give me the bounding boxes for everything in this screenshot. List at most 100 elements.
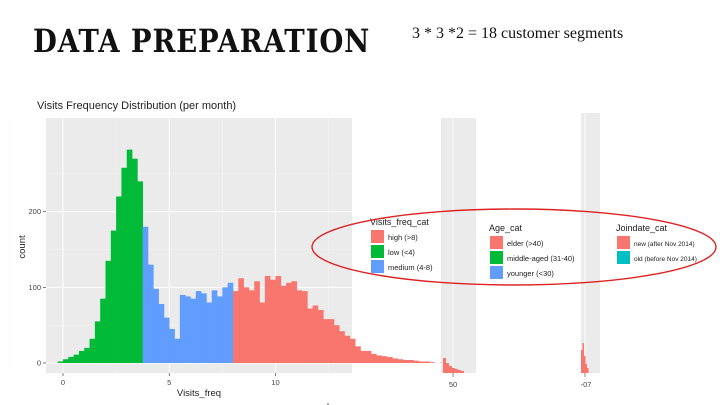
histogram-bar (148, 264, 154, 363)
legend-visits-freq: Visits_freq_cat high (>8) low (<4) mediu… (370, 217, 433, 273)
legend-title: Age_cat (489, 223, 523, 233)
histogram-bar (376, 355, 383, 363)
strip-tick-1: 50 (449, 380, 457, 389)
legend-key-low (371, 245, 384, 258)
strip-bar (446, 363, 449, 373)
strip-panel-2 (581, 113, 600, 373)
histogram-chart: Visits Frequency Distribution (per month… (9, 100, 457, 399)
histogram-bar (195, 291, 202, 363)
strip-bar (458, 370, 461, 373)
strip-bar (584, 356, 586, 373)
strip-plot-2: -07 (581, 113, 600, 389)
histogram-bar (408, 359, 414, 363)
histogram-bar (68, 356, 74, 363)
histogram-bar (206, 302, 213, 363)
histogram-bar (333, 325, 340, 363)
histogram-bar (339, 331, 345, 363)
histogram-bar (132, 158, 138, 363)
histogram-bar (158, 303, 165, 363)
histogram-bar (84, 347, 90, 363)
histogram-bar (94, 321, 101, 363)
histogram-bar (63, 359, 69, 363)
histogram-bar (89, 338, 96, 363)
legend-key-old (617, 251, 630, 264)
legend-title: Joindate_cat (616, 223, 668, 233)
histogram-bar (360, 350, 367, 363)
histogram-bar (397, 359, 404, 363)
histogram-bar (116, 196, 122, 363)
strip-plot-1: 50 (441, 118, 476, 389)
histogram-bar (110, 230, 117, 363)
legend-label: younger (<30) (507, 269, 554, 278)
legend-label: high (>8) (388, 233, 418, 242)
strip-bar (449, 366, 452, 373)
legend-key-younger (490, 266, 503, 279)
histogram-bar (328, 319, 335, 363)
legend-label: new (after Nov 2014) (634, 241, 695, 248)
histogram-bar (307, 308, 313, 363)
histogram-bar (100, 298, 106, 363)
histogram-bar (403, 359, 409, 363)
histogram-bar (371, 353, 377, 363)
histogram-bar (153, 288, 159, 363)
legend-age: Age_cat elder (>40) middle-aged (31-40) … (489, 223, 575, 279)
strip-bar (581, 350, 583, 373)
histogram-bar (418, 361, 425, 363)
legend-label: middle-aged (31-40) (507, 254, 575, 263)
histogram-bar (217, 296, 223, 363)
y-tick-label: 200 (28, 207, 41, 216)
histogram-bar (174, 338, 181, 363)
histogram-bar (126, 149, 133, 363)
strip-bar (587, 368, 589, 373)
slide-subtitle: 3 * 3 *2 = 18 customer segments (412, 25, 624, 42)
slide-title: DATA PREPARATION (33, 22, 371, 60)
highlight-ellipse (311, 208, 717, 286)
histogram-bar (259, 302, 266, 363)
histogram-bar (323, 319, 329, 363)
y-tick-label: 100 (28, 283, 41, 292)
histogram-bar (413, 360, 420, 363)
histogram-bar (344, 335, 351, 363)
x-axis-label: Visits_freq (177, 388, 221, 399)
legend-label: old (before Nov 2014) (634, 256, 697, 263)
legend-key-middle-aged (490, 251, 503, 264)
histogram-bar (318, 310, 324, 363)
histogram-bar (381, 356, 388, 363)
x-tick-label: 0 (61, 378, 65, 387)
histogram-bar (355, 346, 361, 363)
histogram-bar (105, 260, 112, 363)
x-tick-label: 10 (271, 378, 279, 387)
histogram-bar (312, 305, 319, 363)
histogram-bar (275, 275, 282, 363)
strip-panel-1 (441, 118, 476, 373)
histogram-bar (121, 167, 128, 363)
legend-title: Visits_freq_cat (370, 217, 429, 227)
legend-key-new (617, 236, 630, 249)
strip-bar (455, 369, 458, 373)
legend-label: medium (4-8) (388, 263, 433, 272)
histogram-bar (227, 282, 234, 363)
histogram-bar (163, 317, 170, 363)
legend-key-high (371, 230, 384, 243)
chart-title: Visits Frequency Distribution (per month… (37, 100, 236, 112)
histogram-bar (190, 298, 197, 363)
histogram-bar (270, 279, 276, 363)
strip-bar (452, 368, 455, 373)
y-axis-label: count (17, 235, 28, 259)
legend-key-elder (490, 236, 503, 249)
legend-joindate: Joindate_cat new (after Nov 2014) old (b… (616, 223, 697, 264)
histogram-bar (429, 362, 436, 363)
histogram-bar (291, 281, 298, 363)
histogram-bar (280, 285, 287, 363)
histogram-bar (424, 361, 430, 363)
x-tick-label: 5 (167, 378, 171, 387)
x-axis: 0 5 10 (61, 373, 280, 387)
histogram-bar (243, 287, 250, 363)
strip-bar (585, 364, 587, 373)
histogram-bar (211, 290, 218, 363)
histogram-bar (387, 356, 393, 363)
histogram-bar (296, 290, 303, 363)
legend-key-medium (371, 260, 384, 273)
strip-bar (461, 371, 464, 373)
